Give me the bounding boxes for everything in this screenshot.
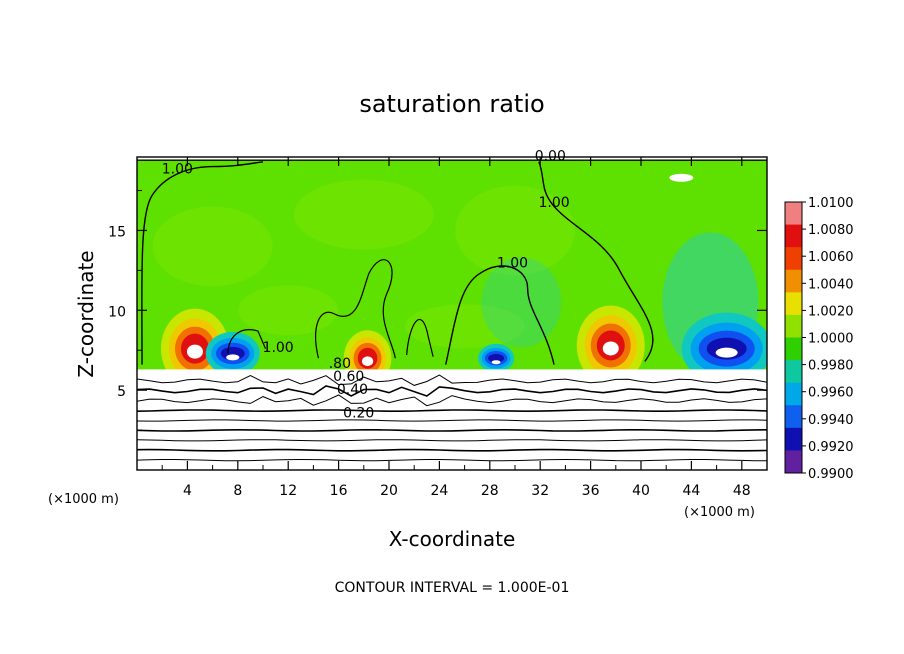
x-tick-label: 28 xyxy=(481,483,499,499)
colorbar-swatch xyxy=(785,224,802,248)
colorbar-swatch xyxy=(785,360,802,384)
colorbar-swatch xyxy=(785,247,802,271)
y-tick-label: 5 xyxy=(117,384,126,400)
plot-frame xyxy=(136,156,768,471)
contour-lines xyxy=(137,159,767,462)
x-tick-label: 48 xyxy=(733,483,751,499)
x-tick-label: 8 xyxy=(233,483,242,499)
colorbar-swatch xyxy=(785,202,802,226)
cyan-region xyxy=(481,257,562,348)
contour-label: 1.00 xyxy=(538,195,569,211)
x-tick-label: 40 xyxy=(632,483,650,499)
coldspot-2-ring-4 xyxy=(491,360,501,365)
contour-one-small xyxy=(227,329,267,354)
colorbar-label: 0.9960 xyxy=(808,386,854,401)
contour-level xyxy=(137,409,767,413)
x-tick-label: 12 xyxy=(279,483,297,499)
contour-level xyxy=(137,428,767,432)
colorbar-swatch xyxy=(785,314,802,338)
colorbar-swatch xyxy=(785,269,802,293)
colorbar-label: 1.0020 xyxy=(808,304,854,319)
colorbar-swatch xyxy=(785,337,802,361)
coldspot-0-ring-4 xyxy=(715,347,738,358)
x-tick-label: 4 xyxy=(183,483,192,499)
top-strip xyxy=(137,157,767,160)
colorbar-label: 1.0080 xyxy=(808,223,854,238)
field-patch xyxy=(404,304,525,349)
x-unit-left: (×1000 m) xyxy=(48,492,119,507)
contour-level xyxy=(137,385,767,397)
coldspot-1-ring-4 xyxy=(226,354,240,361)
contour-label: .80 xyxy=(329,356,351,372)
contour-level xyxy=(137,419,767,422)
heatmap-field xyxy=(137,157,767,470)
colorbar-label: 0.9900 xyxy=(808,467,854,482)
field-patch xyxy=(455,185,575,276)
subsaturated-region xyxy=(137,369,767,470)
top-right-patch xyxy=(669,173,694,182)
colorbar-swatch xyxy=(785,427,802,451)
x-axis-label: X-coordinate xyxy=(389,527,516,551)
contour-level xyxy=(137,374,767,386)
colorbar-label: 1.0060 xyxy=(808,250,854,265)
y-tick-label: 15 xyxy=(108,224,126,240)
field-patch xyxy=(293,179,434,250)
contour-one-cell xyxy=(315,259,396,359)
x-tick-label: 20 xyxy=(380,483,398,499)
field-patch xyxy=(238,285,339,336)
x-tick-label: 16 xyxy=(330,483,348,499)
contour-one-small xyxy=(406,319,434,357)
contour-label: 1.00 xyxy=(497,256,528,272)
colorbar-swatch xyxy=(785,405,802,429)
colorbar: 1.0100 1.0080 1.0060 1.0040 1.0020 1.0000 0.99… xyxy=(784,196,854,482)
contour-one-right xyxy=(538,161,654,362)
colorbar-label: 0.9980 xyxy=(808,359,854,374)
hotspot-1-ring-4 xyxy=(602,341,619,356)
x-tick-label: 44 xyxy=(682,483,700,499)
colorbar-label: 0.9920 xyxy=(808,440,854,455)
colorbar-label: 0.9940 xyxy=(808,413,854,428)
x-tick-label: 24 xyxy=(430,483,448,499)
contour-label: 1.00 xyxy=(162,161,193,177)
hotspot-2-ring-4 xyxy=(361,356,374,367)
field-patch xyxy=(152,206,273,287)
contour-label: 0.40 xyxy=(337,382,368,398)
x-unit-right: (×1000 m) xyxy=(684,505,755,520)
colorbar-swatch xyxy=(785,292,802,316)
colorbar-label: 1.0040 xyxy=(808,277,854,292)
colorbar-label: 1.0000 xyxy=(808,332,854,347)
contour-level xyxy=(137,458,767,462)
colorbar-label: 1.0100 xyxy=(808,196,854,211)
x-tick-label: 36 xyxy=(582,483,600,499)
contour-label: 1.00 xyxy=(263,340,294,356)
chart-title: saturation ratio xyxy=(359,90,544,118)
contour-labels: 1.000.001.001.001.00.800.600.400.20 xyxy=(162,149,570,422)
contour-one-left xyxy=(141,161,264,365)
y-tick-label: 10 xyxy=(108,304,126,320)
y-axis-ticks: 5 10 15 xyxy=(108,190,767,431)
contour-level xyxy=(137,439,767,442)
contour-level xyxy=(137,394,767,407)
coldspot-2-ring-3 xyxy=(488,353,505,363)
contour-one-mid xyxy=(445,265,555,365)
contour-level xyxy=(137,448,767,452)
x-axis-ticks: 4 8 12 16 20 24 28 32 36 40 44 48 xyxy=(161,157,751,499)
colorbar-swatch xyxy=(785,382,802,406)
contour-label: 0.20 xyxy=(343,406,374,422)
x-tick-label: 32 xyxy=(531,483,549,499)
contour-label: 0.60 xyxy=(333,369,364,385)
colorbar-swatch xyxy=(785,450,802,474)
contour-interval-note: CONTOUR INTERVAL = 1.000E-01 xyxy=(335,580,570,596)
y-axis-label: Z-coordinate xyxy=(74,250,98,377)
hotspot-0-ring-4 xyxy=(186,344,203,359)
